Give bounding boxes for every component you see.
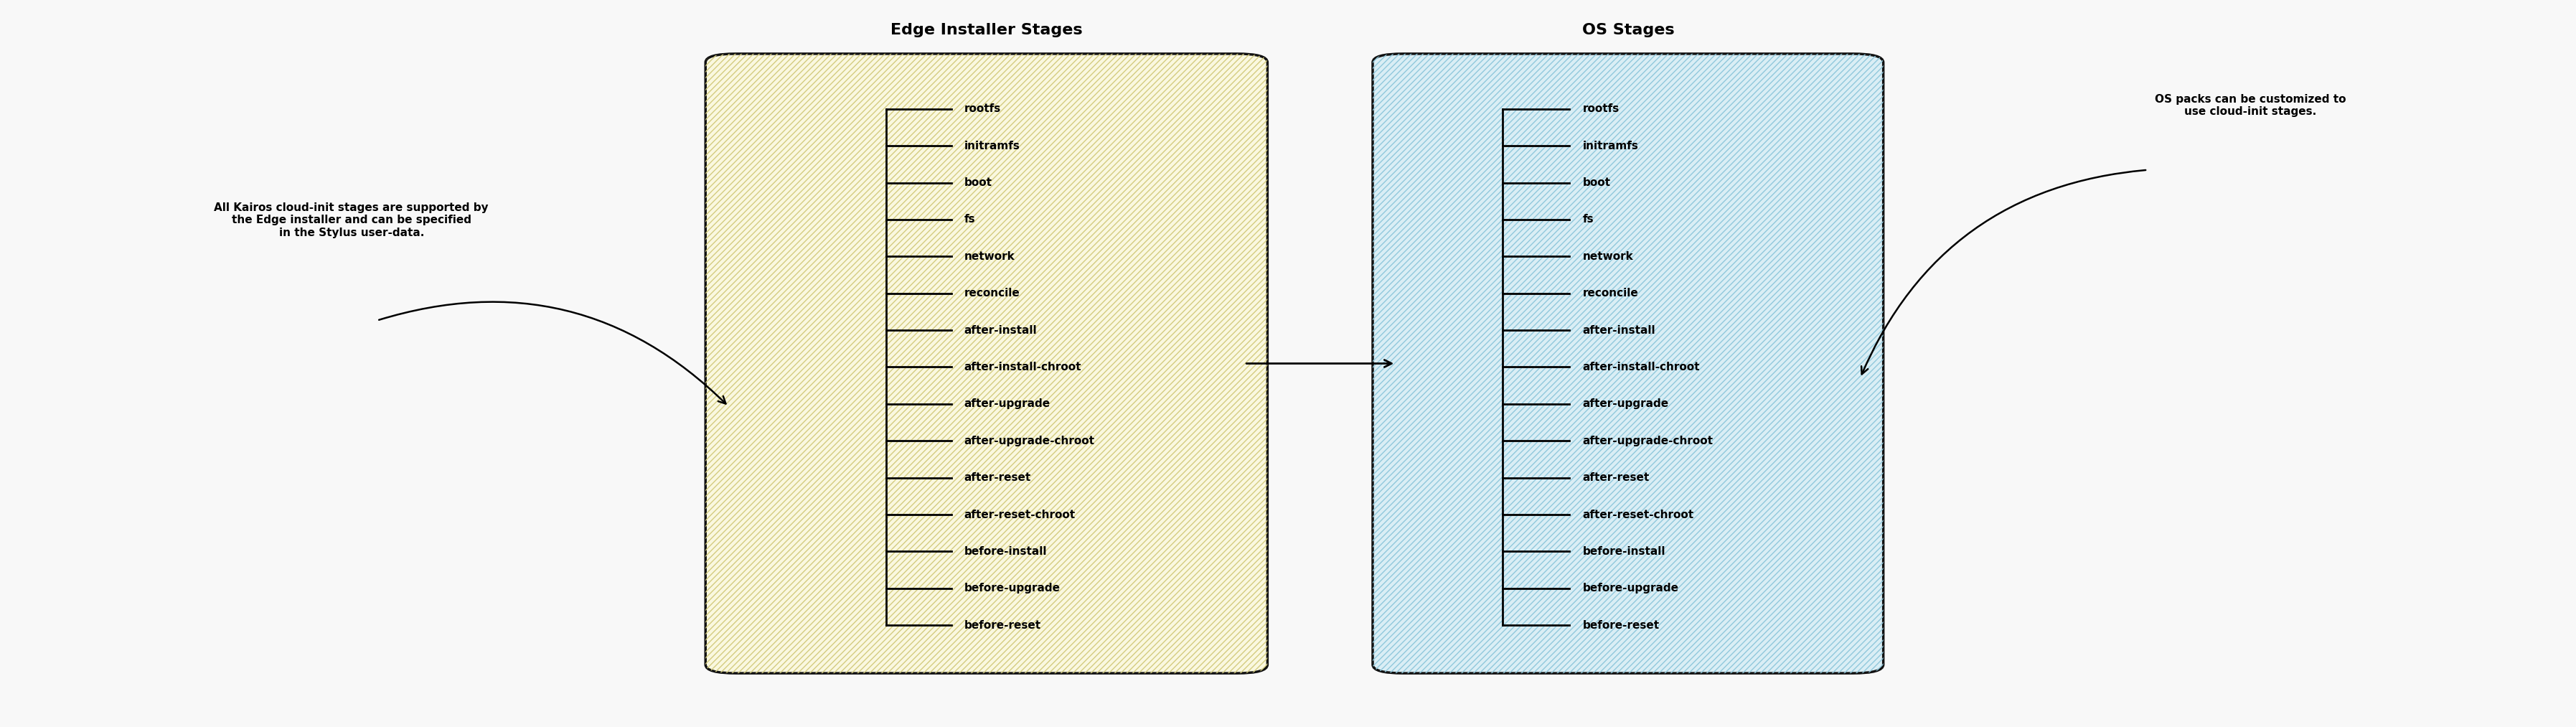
Text: after-upgrade: after-upgrade <box>963 398 1051 409</box>
Text: network: network <box>1582 251 1633 262</box>
Text: before-install: before-install <box>1582 546 1664 557</box>
Text: before-reset: before-reset <box>963 620 1041 630</box>
Text: rootfs: rootfs <box>1582 103 1620 114</box>
Text: after-install-chroot: after-install-chroot <box>963 362 1082 372</box>
Text: after-reset-chroot: after-reset-chroot <box>963 509 1077 520</box>
FancyBboxPatch shape <box>706 54 1267 673</box>
Text: reconcile: reconcile <box>963 288 1020 299</box>
Text: reconcile: reconcile <box>1582 288 1638 299</box>
Text: All Kairos cloud-init stages are supported by
the Edge installer and can be spec: All Kairos cloud-init stages are support… <box>214 202 489 238</box>
Text: OS Stages: OS Stages <box>1582 23 1674 37</box>
Text: after-reset: after-reset <box>963 473 1030 483</box>
Text: initramfs: initramfs <box>963 140 1020 151</box>
Text: network: network <box>963 251 1015 262</box>
Text: boot: boot <box>963 177 992 188</box>
Text: after-install-chroot: after-install-chroot <box>1582 362 1700 372</box>
Text: after-upgrade-chroot: after-upgrade-chroot <box>1582 435 1713 446</box>
FancyBboxPatch shape <box>1373 54 1883 673</box>
Text: before-install: before-install <box>963 546 1048 557</box>
Text: after-reset-chroot: after-reset-chroot <box>1582 509 1695 520</box>
Text: before-upgrade: before-upgrade <box>1582 583 1680 594</box>
Text: after-install: after-install <box>1582 325 1656 336</box>
Text: before-upgrade: before-upgrade <box>963 583 1061 594</box>
Text: rootfs: rootfs <box>963 103 1002 114</box>
Text: Edge Installer Stages: Edge Installer Stages <box>891 23 1082 37</box>
Text: OS packs can be customized to
use cloud-init stages.: OS packs can be customized to use cloud-… <box>2154 94 2347 117</box>
Text: before-reset: before-reset <box>1582 620 1659 630</box>
Text: boot: boot <box>1582 177 1610 188</box>
Text: after-install: after-install <box>963 325 1038 336</box>
Text: after-upgrade: after-upgrade <box>1582 398 1669 409</box>
Text: fs: fs <box>1582 214 1595 225</box>
Text: initramfs: initramfs <box>1582 140 1638 151</box>
Text: after-reset: after-reset <box>1582 473 1649 483</box>
Text: after-upgrade-chroot: after-upgrade-chroot <box>963 435 1095 446</box>
Text: fs: fs <box>963 214 976 225</box>
